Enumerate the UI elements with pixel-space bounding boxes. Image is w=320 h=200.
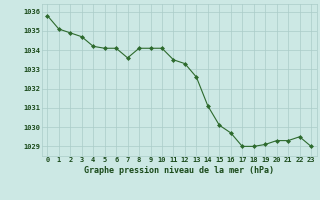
X-axis label: Graphe pression niveau de la mer (hPa): Graphe pression niveau de la mer (hPa) xyxy=(84,166,274,175)
